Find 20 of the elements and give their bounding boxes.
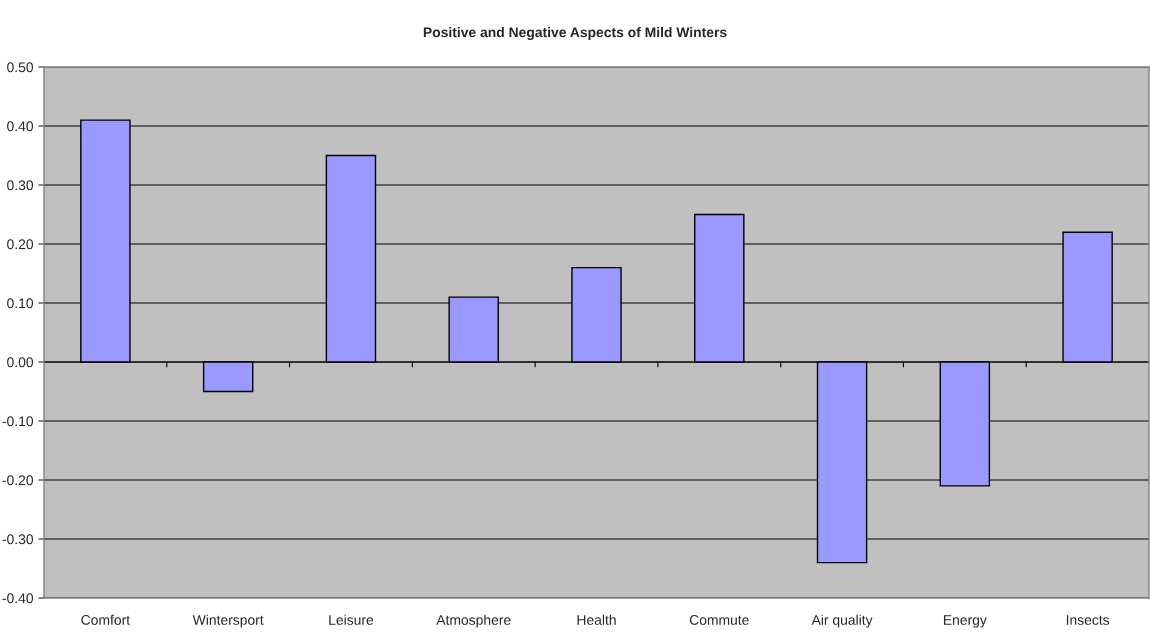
x-tick-label: Comfort [81, 614, 130, 625]
y-tick-label: 0.00 [7, 357, 34, 368]
x-tick-label: Air quality [811, 614, 873, 628]
y-tick-label: -0.10 [2, 416, 34, 427]
x-tick-label: Energy [943, 615, 987, 628]
x-tick-label: Atmosphere [436, 614, 511, 628]
chart-title: Positive and Negative Aspects of Mild Winters [423, 27, 727, 41]
y-tick-label: 0.20 [7, 239, 34, 250]
y-tick-label: 0.30 [7, 180, 34, 191]
x-tick-label: Wintersport [192, 614, 264, 628]
y-tick-label: -0.40 [2, 593, 34, 604]
y-tick-label: -0.30 [2, 534, 34, 545]
y-tick-label: 0.40 [7, 121, 34, 132]
y-tick-label: 0.10 [7, 298, 34, 309]
y-tick-label: 0.50 [7, 62, 34, 73]
x-tick-label: Commute [689, 615, 749, 625]
x-tick-label: Insects [1066, 615, 1110, 625]
y-tick-label: -0.20 [2, 475, 34, 486]
x-tick-label: Health [577, 614, 616, 625]
x-tick-label: Leisure [329, 614, 374, 625]
